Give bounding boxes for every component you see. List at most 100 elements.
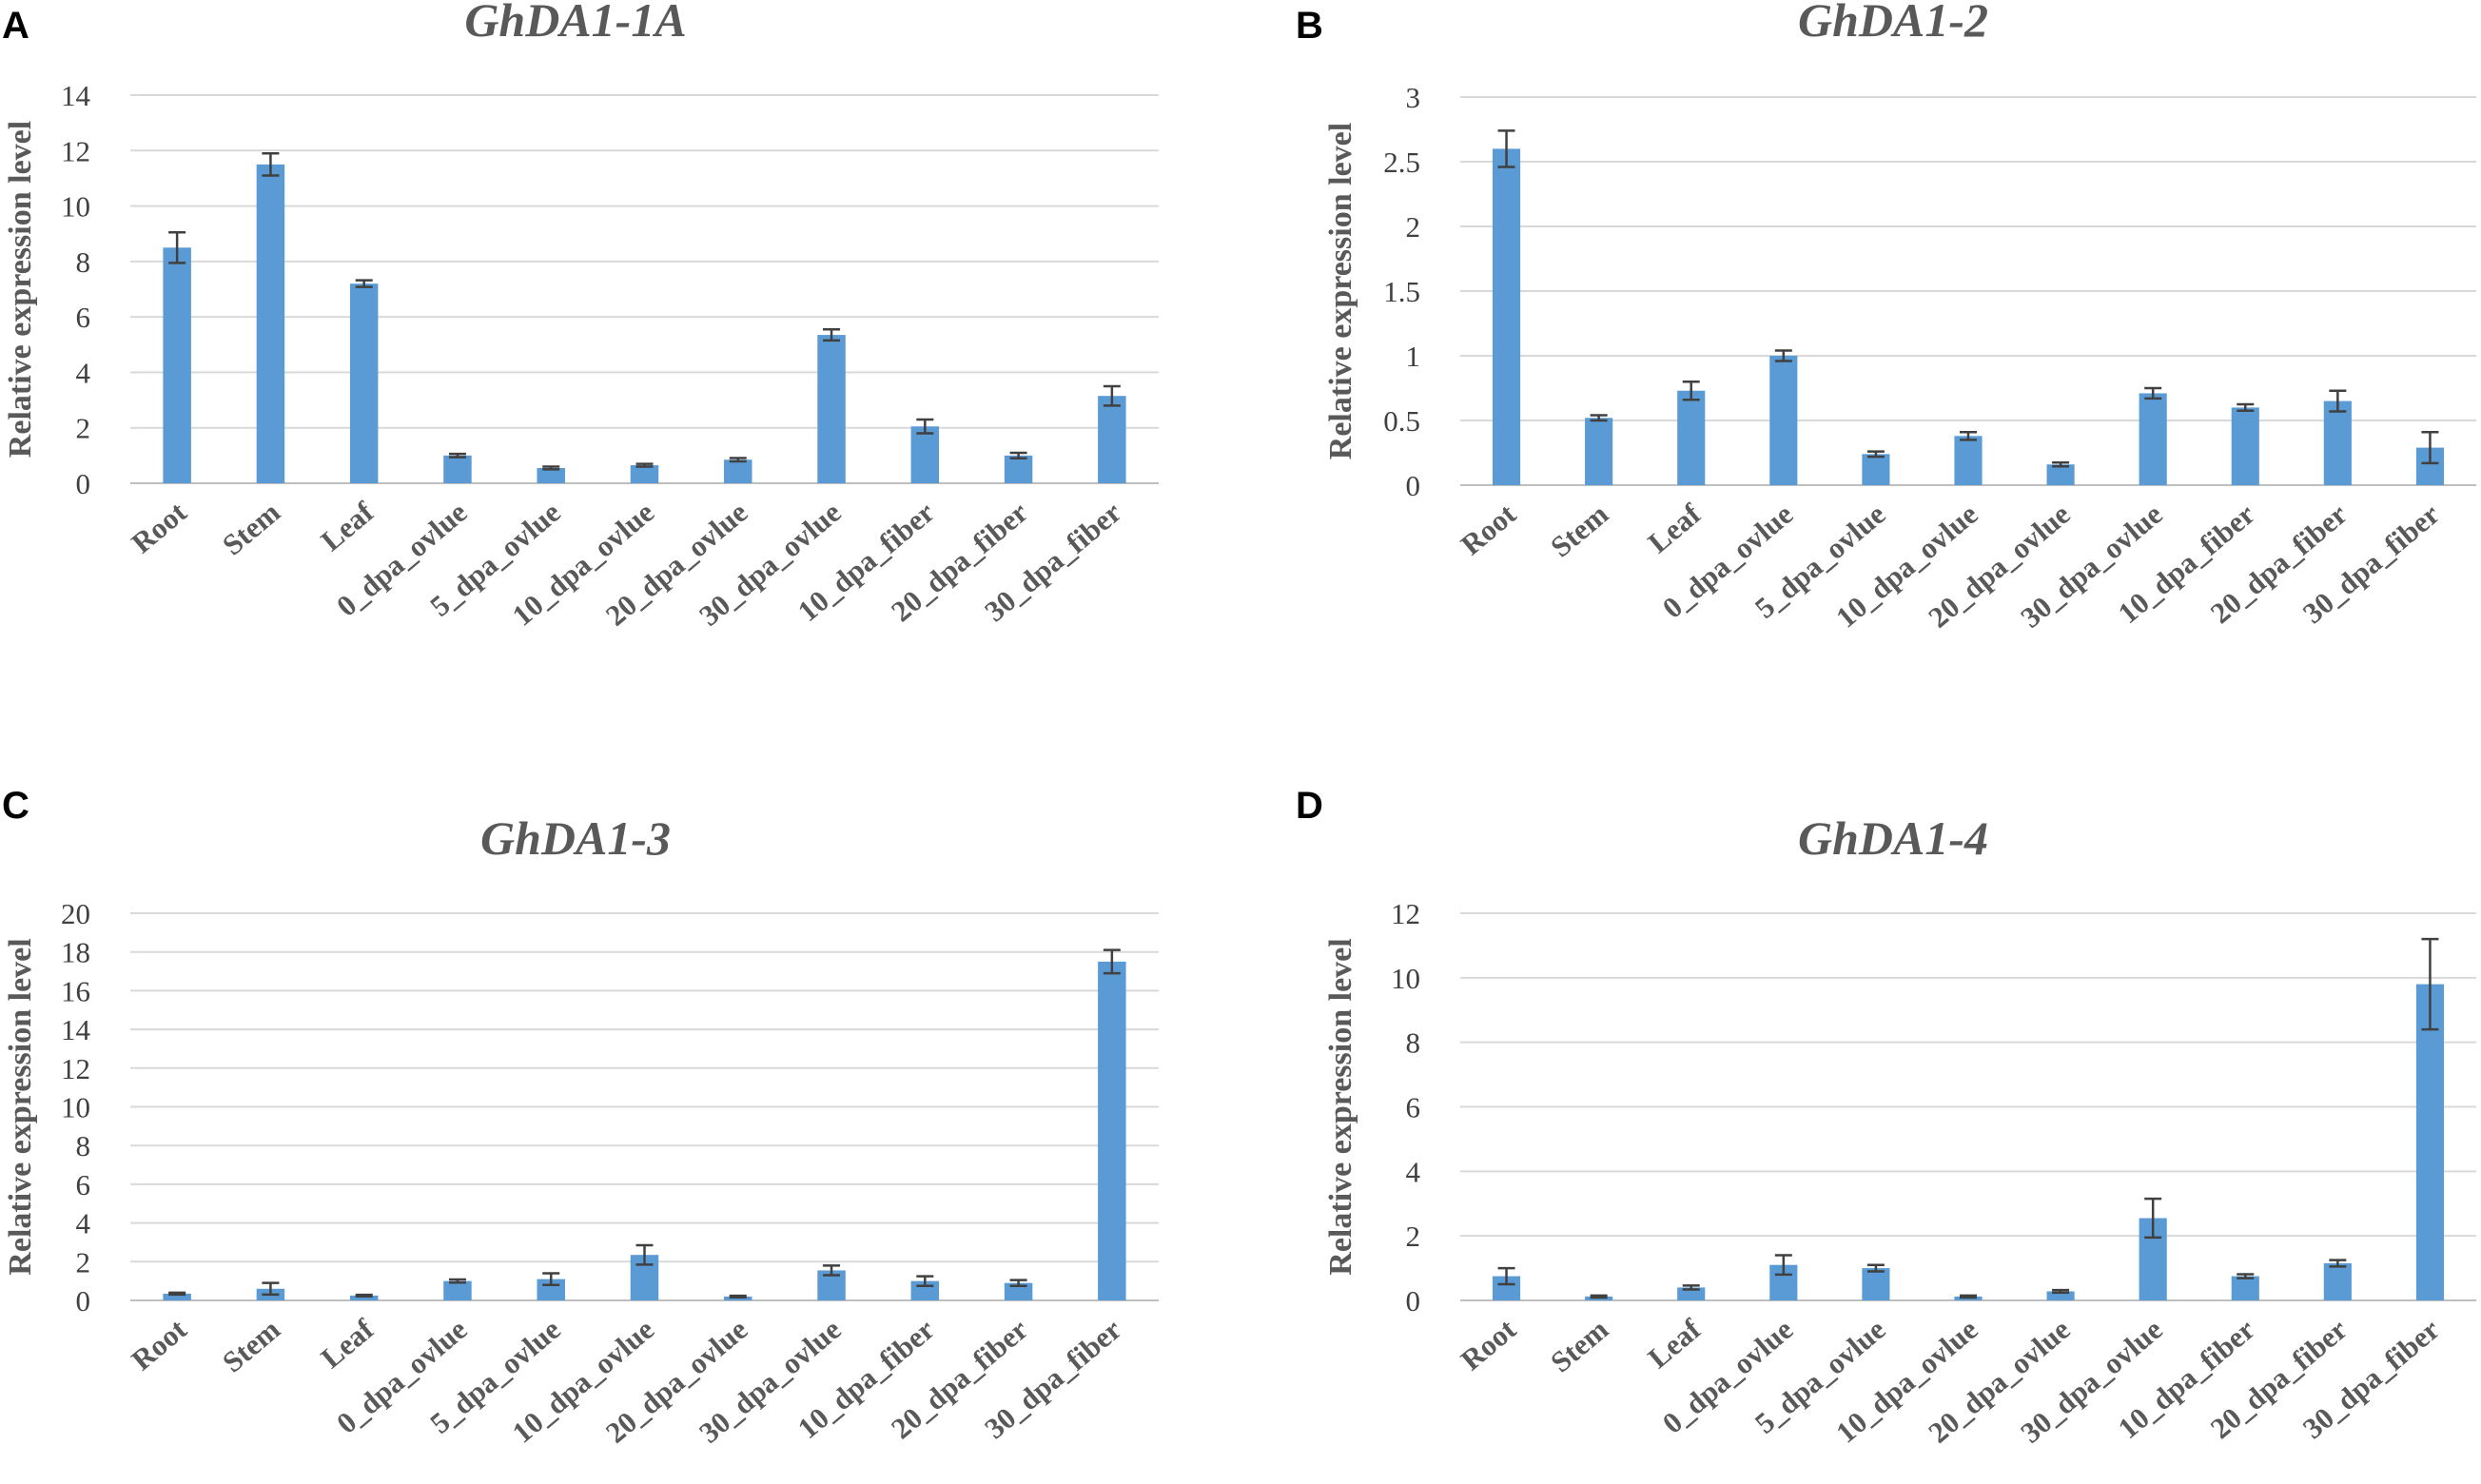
y-tick-label: 18 bbox=[61, 936, 90, 969]
bar-root bbox=[1492, 148, 1521, 485]
error-bar bbox=[168, 1291, 186, 1297]
error-bar bbox=[1497, 1266, 1515, 1286]
y-tick-label: 4 bbox=[1406, 1155, 1421, 1188]
bar-30-dpa-fiber bbox=[1098, 961, 1126, 1300]
x-tick-label: Leaf bbox=[315, 495, 381, 557]
panel-letter: C bbox=[2, 785, 29, 827]
panel-letter: D bbox=[1296, 785, 1323, 827]
y-tick-label: 10 bbox=[61, 1091, 90, 1124]
y-tick-label: 16 bbox=[61, 974, 90, 1007]
y-tick-label: 8 bbox=[76, 1129, 91, 1162]
panel-letter: A bbox=[2, 5, 29, 47]
chart-title: GhDA1-3 bbox=[480, 811, 671, 865]
error-bar bbox=[1590, 414, 1608, 422]
error-bar bbox=[2052, 460, 2070, 468]
chart-panel-c: C GhDA1-3 Relative expression level 0 2 4 6 8 10… bbox=[2, 785, 1159, 1450]
bar-0-dpa-ovlue bbox=[443, 1280, 472, 1300]
y-axis-label: Relative expression level bbox=[1323, 123, 1358, 459]
bar-10-dpa-ovlue bbox=[630, 465, 659, 483]
error-bar bbox=[1590, 1294, 1608, 1299]
error-bar bbox=[2421, 430, 2439, 465]
bar-stem bbox=[1585, 418, 1613, 485]
y-tick-label: 2 bbox=[76, 412, 91, 445]
error-bar bbox=[448, 1278, 466, 1284]
y-tick-label: 0 bbox=[76, 1284, 91, 1318]
error-bar bbox=[916, 418, 934, 435]
bar-20-dpa-ovlue bbox=[724, 459, 752, 483]
y-tick-label: 1 bbox=[1406, 340, 1421, 373]
chart-panel-a: A GhDA1-1A Relative expression level 0 2 4 6 8 1… bbox=[2, 0, 1159, 633]
x-tick-label: Leaf bbox=[315, 1312, 381, 1375]
bar-30-dpa-fiber bbox=[1098, 396, 1126, 483]
error-bar bbox=[2421, 937, 2439, 1031]
x-tick-label: Stem bbox=[1544, 497, 1614, 563]
x-tick-label: Root bbox=[1455, 1312, 1523, 1377]
error-bar bbox=[823, 1264, 841, 1277]
y-tick-label: 0 bbox=[1406, 1284, 1421, 1318]
bar-20-dpa-fiber bbox=[1004, 455, 1033, 483]
error-bar bbox=[262, 151, 280, 177]
y-tick-label: 0 bbox=[1406, 469, 1421, 502]
bar-stem bbox=[256, 164, 285, 483]
y-tick-label: 12 bbox=[61, 1052, 90, 1085]
y-tick-label: 4 bbox=[76, 1207, 91, 1240]
error-bar bbox=[2329, 1259, 2347, 1268]
error-bar bbox=[1103, 384, 1121, 407]
y-tick-label: 0 bbox=[76, 467, 91, 500]
error-bar bbox=[262, 1281, 280, 1297]
bar-leaf bbox=[1677, 390, 1706, 485]
error-bar bbox=[1774, 349, 1792, 362]
error-bar bbox=[2144, 386, 2162, 400]
bar-10-dpa-fiber bbox=[910, 426, 940, 483]
y-tick-label: 6 bbox=[76, 301, 91, 334]
y-tick-label: 14 bbox=[61, 79, 91, 112]
error-bar bbox=[729, 1294, 747, 1298]
bar-root bbox=[163, 1293, 191, 1300]
bar-20-dpa-fiber bbox=[2323, 1262, 2352, 1300]
bar-30-dpa-fiber bbox=[2415, 984, 2445, 1300]
error-bar bbox=[542, 1272, 560, 1286]
y-tick-label: 14 bbox=[61, 1013, 91, 1046]
error-bar bbox=[355, 1293, 373, 1298]
chart-title: GhDA1-2 bbox=[1798, 0, 1988, 47]
y-tick-label: 12 bbox=[61, 134, 90, 167]
bar-30-dpa-ovlue bbox=[2139, 393, 2167, 485]
error-bar bbox=[1682, 380, 1700, 401]
y-tick-label: 6 bbox=[1406, 1091, 1421, 1124]
y-tick-label: 2.5 bbox=[1383, 146, 1420, 179]
error-bar bbox=[1009, 451, 1027, 460]
x-tick-label: Root bbox=[125, 1312, 193, 1377]
y-tick-label: 3 bbox=[1406, 81, 1421, 114]
bar-0-dpa-ovlue bbox=[443, 455, 472, 483]
error-bar bbox=[1866, 1263, 1885, 1273]
x-tick-label: Stem bbox=[1544, 1312, 1614, 1378]
y-axis-label: Relative expression level bbox=[1323, 938, 1358, 1275]
bar-10-dpa-fiber bbox=[2231, 407, 2259, 485]
bar-20-dpa-fiber bbox=[1004, 1282, 1033, 1300]
error-bar bbox=[916, 1275, 934, 1287]
error-bar bbox=[1497, 129, 1515, 168]
x-tick-label: Root bbox=[125, 495, 193, 559]
error-bar bbox=[2144, 1197, 2162, 1240]
error-bar bbox=[1103, 948, 1121, 975]
error-bar bbox=[635, 1243, 654, 1266]
error-bar bbox=[168, 231, 186, 264]
y-tick-label: 0.5 bbox=[1383, 404, 1420, 438]
bar-20-dpa-fiber bbox=[2323, 400, 2352, 485]
bar-5-dpa-ovlue bbox=[537, 467, 565, 483]
y-tick-label: 20 bbox=[61, 897, 90, 930]
error-bar bbox=[635, 462, 654, 468]
y-tick-label: 8 bbox=[1406, 1026, 1421, 1060]
x-tick-label: Stem bbox=[216, 1312, 286, 1378]
error-bar bbox=[1960, 1294, 1977, 1299]
x-tick-label: Leaf bbox=[1642, 497, 1708, 559]
y-tick-label: 6 bbox=[76, 1168, 91, 1201]
error-bar bbox=[1682, 1284, 1700, 1291]
error-bar bbox=[1960, 430, 1977, 441]
error-bar bbox=[448, 452, 466, 459]
bar-root bbox=[163, 247, 191, 483]
error-bar bbox=[2052, 1288, 2070, 1295]
error-bar bbox=[355, 279, 373, 288]
error-bar bbox=[823, 328, 841, 342]
